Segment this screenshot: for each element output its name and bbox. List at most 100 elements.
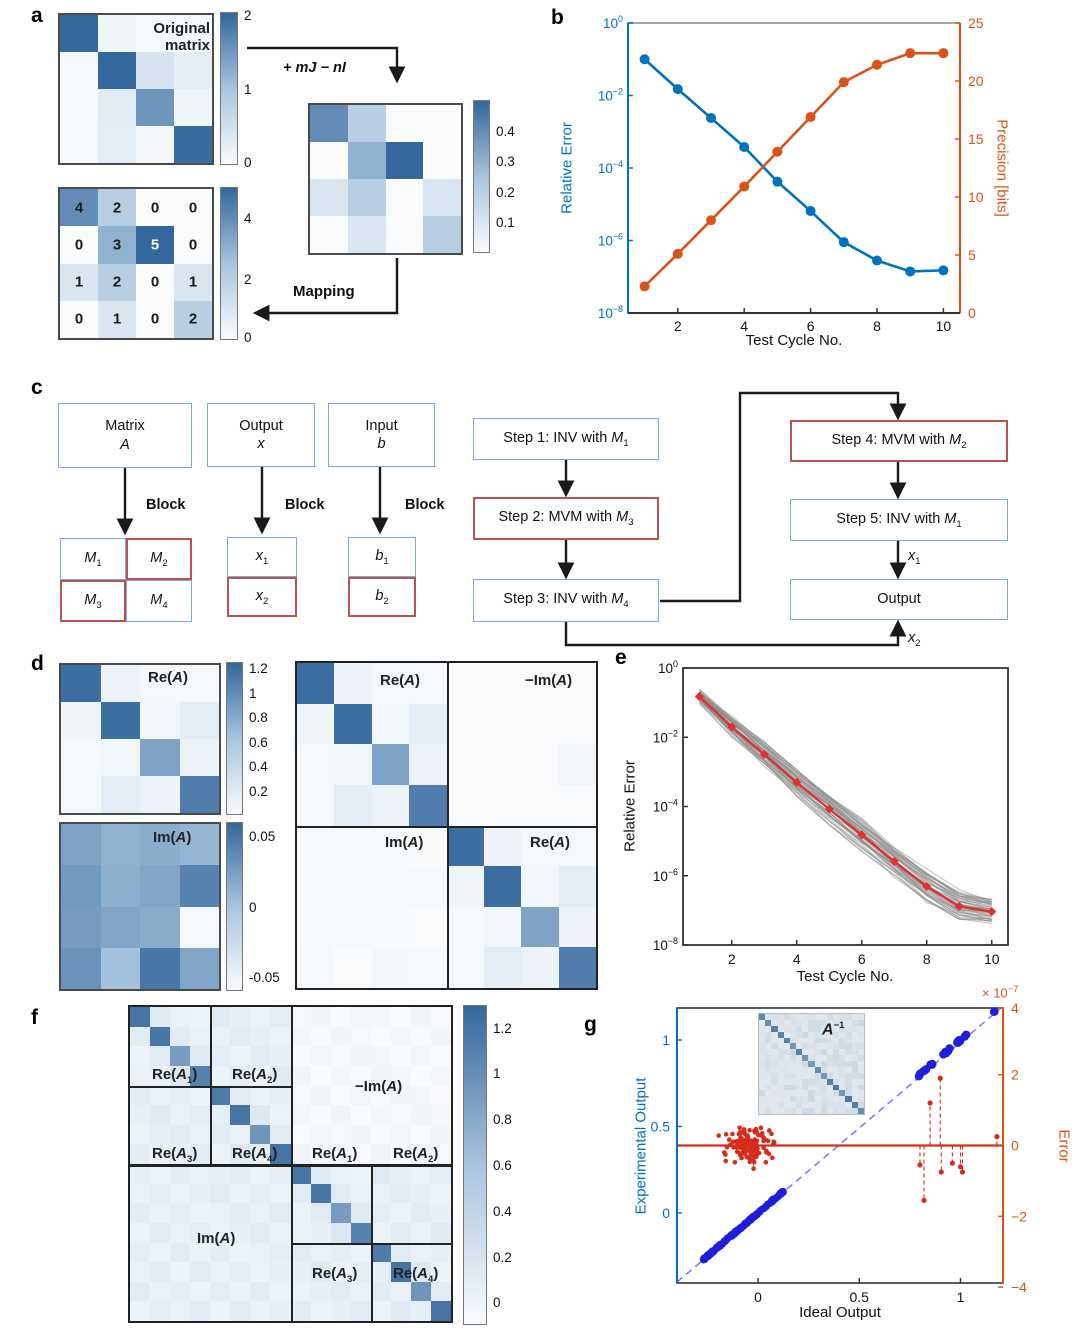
heatmap-cell bbox=[190, 1144, 211, 1165]
inset-cell bbox=[796, 1090, 803, 1097]
heatmap-cell bbox=[130, 1222, 151, 1243]
heatmap-cell bbox=[410, 1124, 432, 1145]
heatmap-cell bbox=[430, 1222, 452, 1243]
heatmap-cell bbox=[334, 744, 373, 786]
heatmap-cell bbox=[150, 1281, 171, 1302]
inset-cell bbox=[808, 1102, 815, 1109]
g-xlabel: Ideal Output bbox=[799, 1304, 881, 1321]
heatmap-cell bbox=[100, 824, 141, 866]
heatmap-cell bbox=[410, 1046, 432, 1067]
heatmap-cell bbox=[100, 776, 141, 814]
heatmap-cell bbox=[330, 1242, 352, 1263]
colorbar-f: 1.2 1 0.8 0.6 0.4 0.2 0 bbox=[463, 1005, 512, 1325]
heatmap-cell bbox=[190, 1007, 211, 1028]
heatmap-cell bbox=[270, 1105, 291, 1126]
inset-cell bbox=[839, 1025, 846, 1032]
inset-cell bbox=[789, 1031, 797, 1038]
heatmap-cell bbox=[130, 1183, 151, 1204]
heatmap-cell bbox=[310, 179, 348, 217]
svg-text:10: 10 bbox=[936, 318, 952, 334]
heatmap-cell bbox=[60, 300, 99, 339]
inset-cell bbox=[759, 1014, 766, 1021]
heatmap-cell bbox=[370, 1242, 392, 1263]
heatmap-cell bbox=[136, 52, 175, 90]
heatmap-cell bbox=[390, 1164, 412, 1185]
heatmap-cell bbox=[330, 1281, 352, 1302]
inset-cell bbox=[826, 1031, 834, 1038]
inset-cell bbox=[759, 1025, 766, 1032]
heatmap-cell bbox=[297, 703, 335, 745]
inset-cell bbox=[802, 1066, 809, 1074]
heatmap-cell bbox=[130, 1065, 151, 1086]
heatmap-cell bbox=[330, 1222, 352, 1243]
inset-cell bbox=[857, 1037, 865, 1044]
heatmap-cell bbox=[130, 1203, 151, 1224]
inset-cell bbox=[777, 1102, 784, 1109]
heatmap-cell bbox=[210, 1164, 231, 1185]
colorbar-re-a: 1.2 1 0.8 0.6 0.4 0.2 bbox=[226, 661, 268, 815]
heatmap-cell bbox=[347, 142, 386, 180]
heatmap-cell bbox=[270, 1046, 291, 1067]
block-divider bbox=[130, 1085, 291, 1088]
flow-arrow bbox=[660, 391, 907, 603]
inset-cell bbox=[820, 1102, 828, 1109]
heatmap-cell bbox=[310, 1281, 332, 1302]
heatmap-cell bbox=[385, 105, 424, 143]
colorbar-shifted: 0.4 0.3 0.2 0.1 bbox=[473, 100, 515, 253]
inset-cell bbox=[845, 1084, 852, 1091]
inset-cell bbox=[839, 1031, 846, 1038]
inset-cell bbox=[789, 1090, 797, 1097]
inset-cell bbox=[765, 1084, 772, 1091]
heatmap-cell bbox=[330, 1046, 352, 1067]
inset-cell bbox=[771, 1072, 778, 1079]
heatmap-cell bbox=[270, 1026, 291, 1047]
svg-text:8: 8 bbox=[923, 951, 931, 967]
inset-cell bbox=[833, 1072, 840, 1079]
inset-cell bbox=[857, 1049, 865, 1056]
svg-text:−4: −4 bbox=[1011, 1279, 1027, 1295]
inset-cell bbox=[765, 1014, 772, 1021]
heatmap-cell bbox=[210, 1301, 231, 1322]
inset-cell bbox=[851, 1108, 859, 1115]
heatmap-cell bbox=[230, 1301, 251, 1322]
block-divider bbox=[130, 1164, 451, 1167]
heatmap-cell bbox=[210, 1007, 231, 1028]
heatmap-cell bbox=[61, 702, 101, 740]
heatmap-cell bbox=[290, 1026, 312, 1047]
heatmap-cell bbox=[350, 1301, 372, 1322]
svg-text:0: 0 bbox=[662, 1205, 670, 1221]
inset-cell bbox=[759, 1096, 766, 1103]
svg-text:10−2: 10−2 bbox=[653, 728, 678, 745]
heatmap-cell bbox=[410, 1164, 432, 1185]
inset-cell bbox=[796, 1066, 803, 1074]
b-xlabel: Test Cycle No. bbox=[745, 332, 843, 349]
colorbar-tick-label: 0.2 bbox=[496, 184, 515, 200]
inset-cell bbox=[765, 1049, 772, 1056]
heatmap-cell bbox=[190, 1281, 211, 1302]
heatmap-cell bbox=[174, 226, 213, 264]
colorbar-tick-label: -0.05 bbox=[249, 969, 280, 985]
svg-text:−2: −2 bbox=[1011, 1208, 1027, 1224]
svg-text:100: 100 bbox=[603, 14, 623, 31]
inset-cell bbox=[765, 1108, 772, 1115]
heatmap-cell bbox=[61, 739, 101, 777]
heatmap-cell bbox=[170, 1203, 191, 1224]
heatmap-cell bbox=[250, 1007, 271, 1028]
inset-cell bbox=[759, 1037, 766, 1044]
heatmap-cell bbox=[370, 1262, 392, 1283]
inset-cell bbox=[796, 1014, 803, 1021]
inset-cell bbox=[833, 1084, 840, 1091]
heatmap-cell bbox=[100, 665, 141, 703]
heatmap-cell bbox=[250, 1301, 271, 1322]
inset-cell bbox=[777, 1031, 784, 1038]
heatmap-cell bbox=[130, 1281, 151, 1302]
inset-cell bbox=[796, 1019, 803, 1027]
inset-cell bbox=[851, 1066, 859, 1074]
colorbar-tick-label: 0.4 bbox=[493, 1203, 512, 1219]
heatmap-cell bbox=[130, 1262, 151, 1283]
heatmap-cell bbox=[390, 1124, 412, 1145]
heatmap-cell bbox=[179, 739, 220, 777]
svg-text:6: 6 bbox=[858, 951, 866, 967]
heatmap-cell bbox=[330, 1183, 352, 1204]
heatmap-cell bbox=[230, 1046, 251, 1067]
